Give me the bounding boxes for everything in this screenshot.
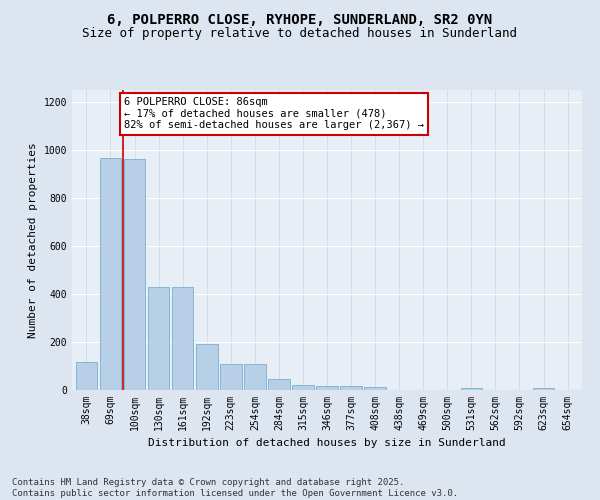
Bar <box>124 159 145 390</box>
Bar <box>76 362 97 390</box>
Bar <box>196 344 218 390</box>
Bar <box>292 384 314 390</box>
Y-axis label: Number of detached properties: Number of detached properties <box>28 142 38 338</box>
Text: 6 POLPERRO CLOSE: 86sqm
← 17% of detached houses are smaller (478)
82% of semi-d: 6 POLPERRO CLOSE: 86sqm ← 17% of detache… <box>124 97 424 130</box>
Text: 6, POLPERRO CLOSE, RYHOPE, SUNDERLAND, SR2 0YN: 6, POLPERRO CLOSE, RYHOPE, SUNDERLAND, S… <box>107 12 493 26</box>
Bar <box>340 386 362 390</box>
Bar <box>220 364 242 390</box>
Bar <box>461 388 482 390</box>
Bar <box>244 364 266 390</box>
X-axis label: Distribution of detached houses by size in Sunderland: Distribution of detached houses by size … <box>148 438 506 448</box>
Bar <box>100 158 121 390</box>
Bar <box>364 387 386 390</box>
Bar <box>316 386 338 390</box>
Text: Size of property relative to detached houses in Sunderland: Size of property relative to detached ho… <box>83 28 517 40</box>
Bar <box>148 287 169 390</box>
Bar <box>533 388 554 390</box>
Bar <box>268 379 290 390</box>
Text: Contains HM Land Registry data © Crown copyright and database right 2025.
Contai: Contains HM Land Registry data © Crown c… <box>12 478 458 498</box>
Bar <box>172 287 193 390</box>
